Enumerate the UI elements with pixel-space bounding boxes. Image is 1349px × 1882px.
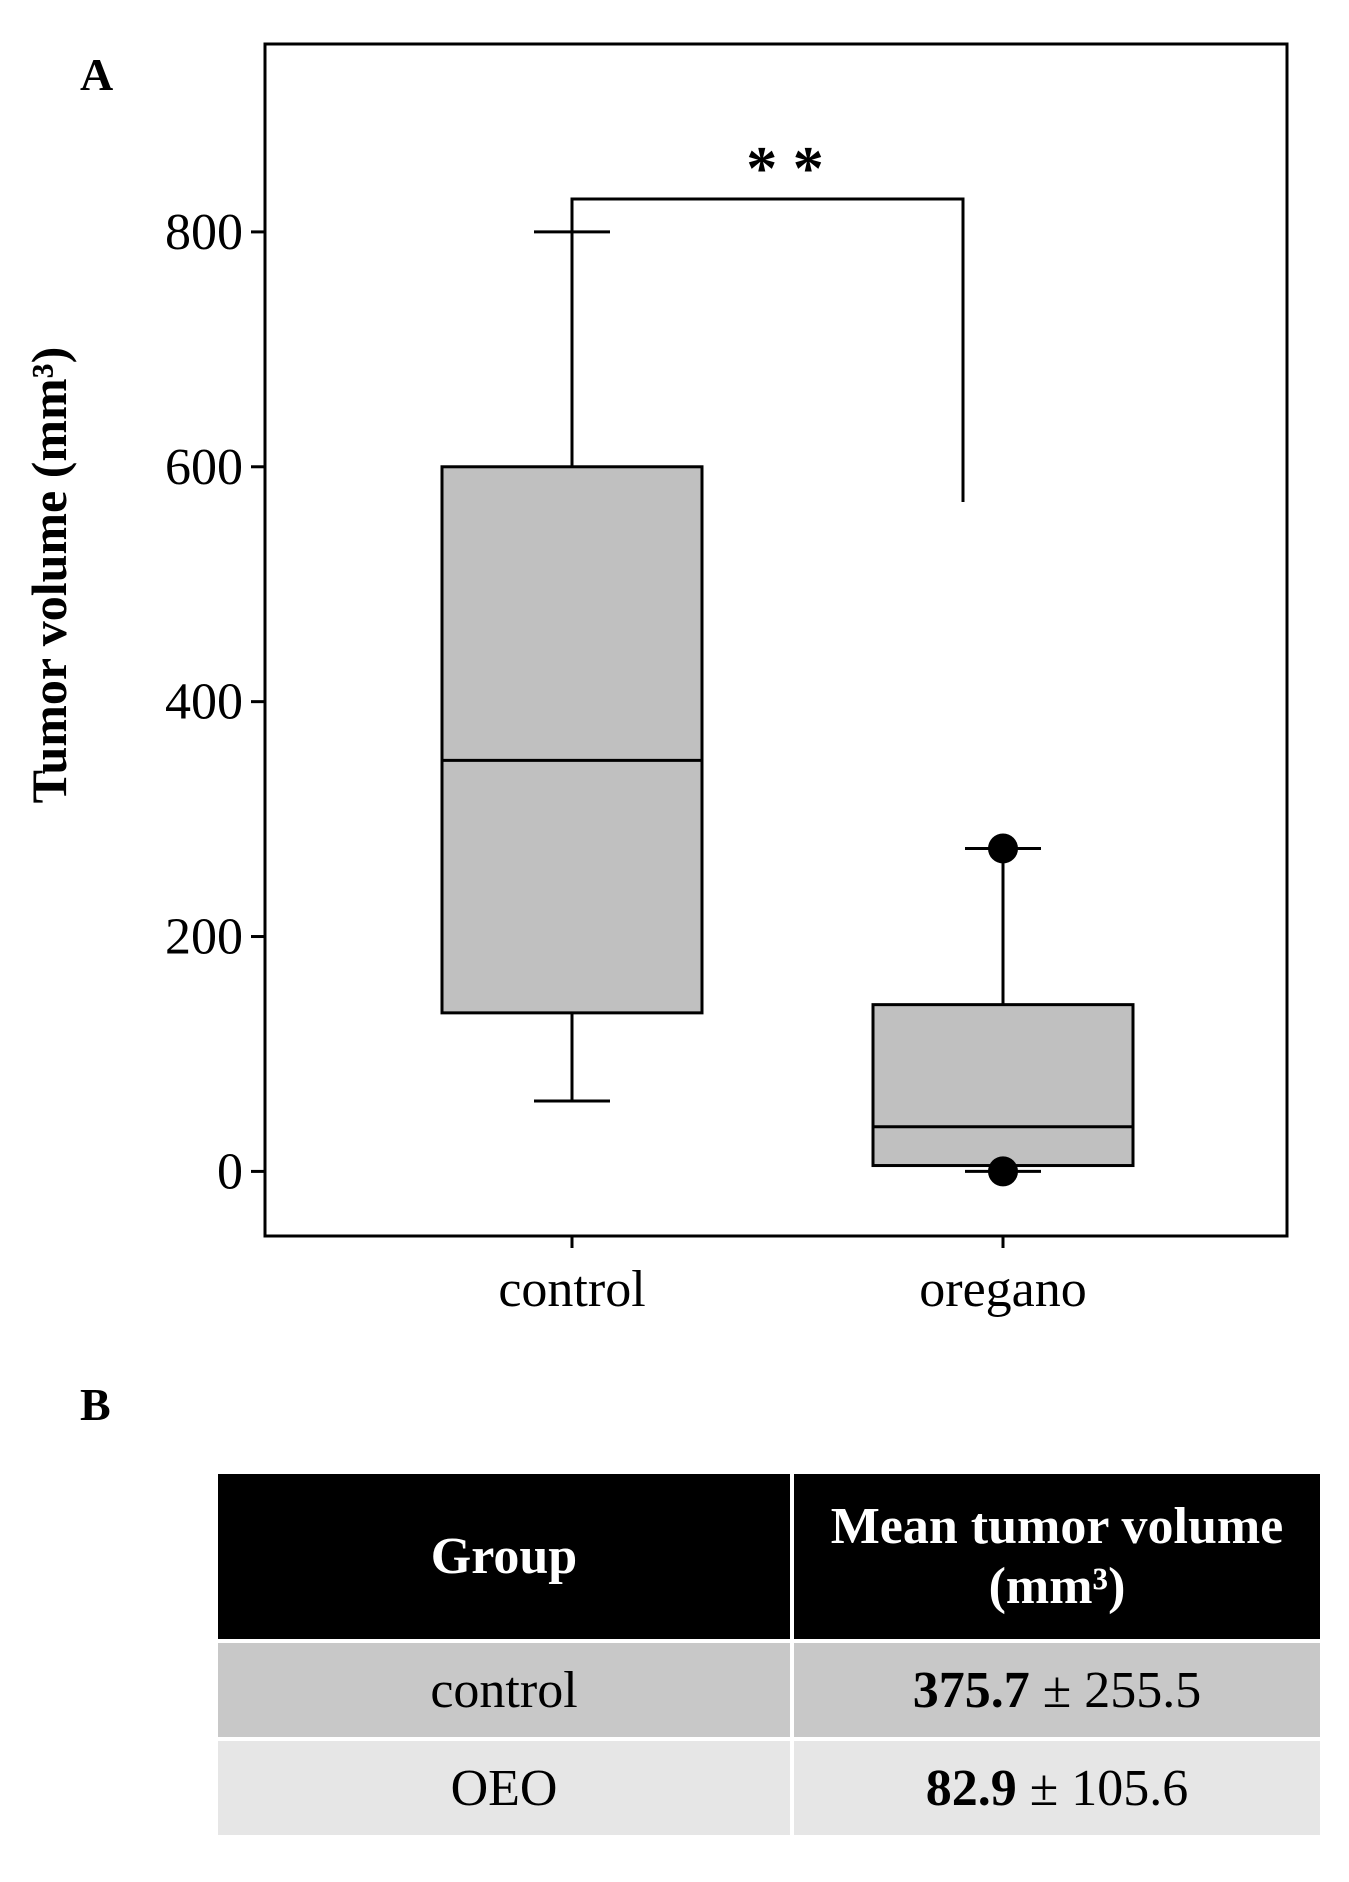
row-mean-cell: 375.7 ± 255.5 (794, 1643, 1320, 1737)
oregano-outlier-point (988, 833, 1018, 864)
y-tick-label: 800 (165, 204, 243, 261)
sd-value: ± 105.6 (1029, 1759, 1189, 1817)
boxplot-chart: Tumor volume (mm³) 0 200 400 600 800 control o… (21, 42, 1289, 1318)
y-tick-label: 0 (217, 1143, 243, 1200)
x-tick-label-control: control (498, 1261, 645, 1318)
row-group-cell: control (218, 1643, 790, 1737)
table-header-row: Group Mean tumor volume (mm³) (218, 1474, 1320, 1639)
header-group: Group (218, 1474, 790, 1639)
y-tick-label: 400 (165, 674, 243, 731)
mean-value: 82.9 (925, 1759, 1017, 1817)
panel-b-label: B (80, 1379, 111, 1430)
row-group-cell: OEO (218, 1741, 790, 1835)
significance-bracket (570, 197, 965, 503)
mean-value: 375.7 (912, 1661, 1030, 1719)
table-row: OEO 82.9 ± 105.6 (218, 1741, 1320, 1835)
panel-a-label: A (80, 49, 114, 100)
control-box (440, 465, 704, 1015)
row-mean-cell: 82.9 ± 105.6 (794, 1741, 1320, 1835)
y-tick-label: 600 (165, 439, 243, 496)
header-mean-volume: Mean tumor volume (mm³) (794, 1474, 1320, 1639)
summary-table: Group Mean tumor volume (mm³) control 37… (214, 1470, 1324, 1839)
y-tick-label: 200 (165, 909, 243, 966)
significance-label: * * (746, 135, 824, 203)
oregano-box (871, 1003, 1135, 1168)
table-row: control 375.7 ± 255.5 (218, 1643, 1320, 1737)
sd-value: ± 255.5 (1042, 1661, 1202, 1719)
y-axis-label: Tumor volume (mm³) (21, 347, 77, 804)
x-tick-label-oregano: oregano (919, 1261, 1086, 1318)
oregano-outlier-point (988, 1156, 1018, 1187)
